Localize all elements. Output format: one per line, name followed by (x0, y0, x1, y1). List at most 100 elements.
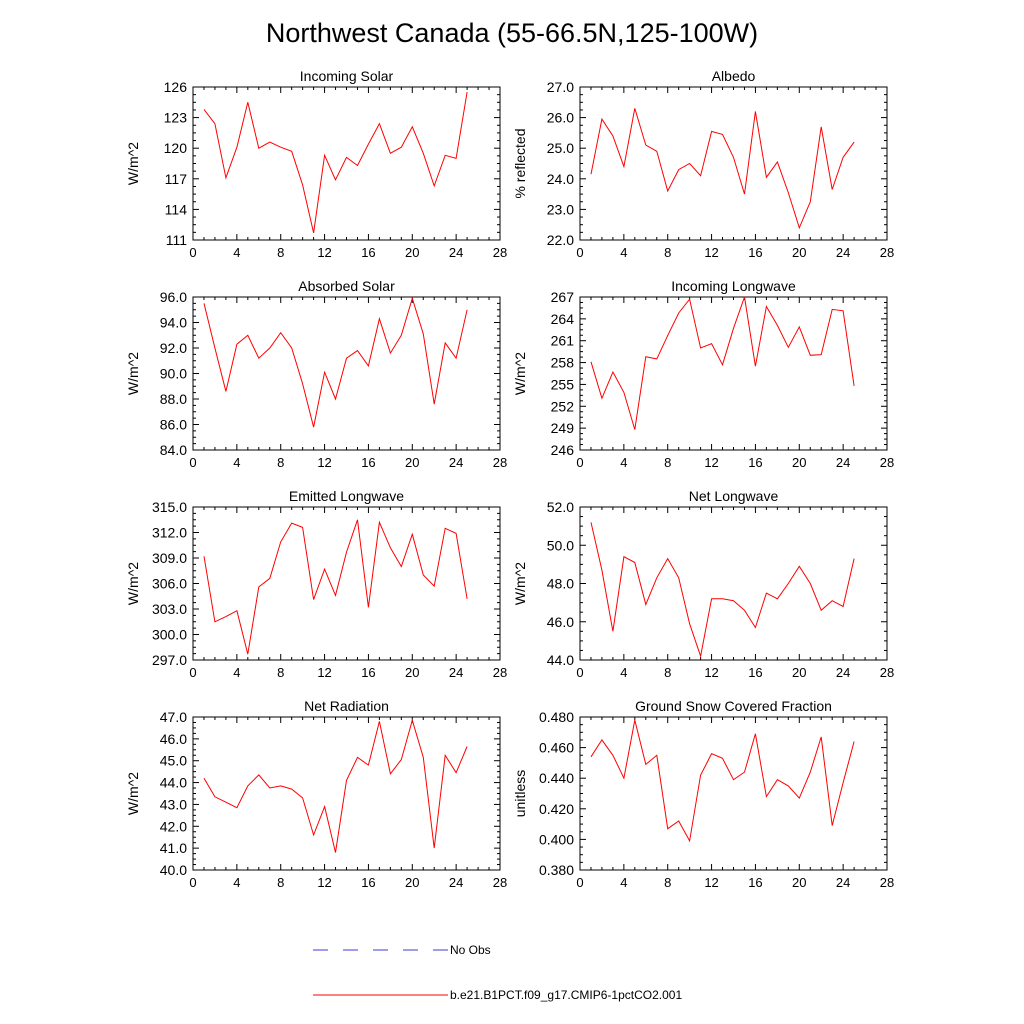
series-line-0 (203, 92, 468, 234)
panel-title: Incoming Longwave (671, 278, 796, 294)
x-tick-label: 12 (704, 875, 718, 890)
figure-title: Northwest Canada (55-66.5N,125-100W) (266, 18, 758, 48)
x-tick-label: 0 (189, 245, 196, 260)
x-tick-label: 4 (233, 665, 240, 680)
x-tick-label: 0 (576, 455, 583, 470)
y-tick-label: 312.0 (152, 525, 187, 541)
chart-panel-1: Albedo % reflected 0 4 8 12 16 20 24 28 22.0 23.0 24… (512, 68, 894, 260)
y-tick-label: 246 (551, 442, 575, 458)
y-tick-label: 126 (164, 79, 188, 95)
x-tick-label: 20 (792, 875, 806, 890)
y-tick-label: 26.0 (547, 110, 574, 126)
x-tick-label: 28 (493, 455, 507, 470)
y-tick-label: 297.0 (152, 652, 187, 668)
plot-frame (192, 716, 501, 871)
y-tick-label: 45.0 (160, 753, 187, 769)
y-tick-label: 86.0 (160, 417, 187, 433)
x-tick-label: 8 (664, 665, 671, 680)
x-tick-label: 20 (792, 245, 806, 260)
x-tick-label: 28 (880, 455, 894, 470)
y-tick-label: 23.0 (547, 201, 574, 217)
y-tick-label: 0.380 (539, 862, 574, 878)
x-tick-label: 20 (405, 875, 419, 890)
y-axis-label: W/m^2 (125, 142, 141, 185)
y-axis-label: unitless (512, 770, 528, 817)
x-tick-label: 8 (664, 455, 671, 470)
plot-frame (192, 506, 501, 661)
y-tick-label: 90.0 (160, 366, 187, 382)
x-tick-label: 8 (664, 875, 671, 890)
x-tick-label: 0 (576, 875, 583, 890)
y-tick-label: 24.0 (547, 171, 574, 187)
y-tick-label: 300.0 (152, 627, 187, 643)
plot-frame (579, 296, 888, 451)
y-tick-label: 264 (551, 311, 575, 327)
series-line-0 (203, 718, 468, 853)
y-tick-label: 0.460 (539, 740, 574, 756)
panel-title: Emitted Longwave (289, 488, 404, 504)
y-tick-label: 0.400 (539, 831, 574, 847)
plot-frame (192, 296, 501, 451)
plot-frame (579, 716, 888, 871)
x-tick-label: 20 (405, 665, 419, 680)
x-tick-label: 8 (664, 245, 671, 260)
x-tick-label: 28 (880, 665, 894, 680)
x-tick-label: 16 (361, 245, 375, 260)
x-tick-label: 4 (233, 245, 240, 260)
x-tick-label: 24 (836, 875, 850, 890)
x-tick-label: 4 (233, 455, 240, 470)
y-tick-label: 46.0 (547, 614, 574, 630)
panel-title: Net Radiation (304, 698, 389, 714)
plot-frame (192, 86, 501, 241)
y-tick-label: 123 (164, 110, 188, 126)
series-line-0 (590, 522, 855, 659)
chart-panels: Incoming Solar W/m^2 0 4 8 12 16 20 24 28 111 114 11… (125, 68, 894, 890)
chart-panel-0: Incoming Solar W/m^2 0 4 8 12 16 20 24 28 111 114 11… (125, 68, 507, 260)
x-tick-label: 28 (880, 875, 894, 890)
y-tick-label: 309.0 (152, 550, 187, 566)
legend: No Obs b.e21.B1PCT.f09_g17.CMIP6-1pctCO2… (313, 943, 682, 1002)
y-axis-label: % reflected (512, 128, 528, 198)
y-tick-label: 252 (551, 398, 575, 414)
x-tick-label: 20 (792, 665, 806, 680)
series-line-0 (203, 296, 468, 428)
x-tick-label: 4 (620, 665, 627, 680)
x-tick-label: 28 (493, 875, 507, 890)
y-tick-label: 94.0 (160, 315, 187, 331)
y-tick-label: 117 (165, 171, 188, 187)
x-tick-label: 12 (317, 875, 331, 890)
chart-panel-3: Incoming Longwave W/m^2 0 4 8 12 16 20 24 28 246 24… (512, 278, 894, 470)
y-tick-label: 44.0 (547, 652, 574, 668)
y-axis-label: W/m^2 (125, 562, 141, 605)
y-tick-label: 42.0 (160, 818, 187, 834)
chart-panel-5: Net Longwave W/m^2 0 4 8 12 16 20 24 28 44.0 46.0 48… (512, 488, 894, 680)
y-tick-label: 44.0 (160, 775, 187, 791)
y-tick-label: 249 (551, 420, 575, 436)
x-tick-label: 28 (493, 665, 507, 680)
y-axis-label: W/m^2 (125, 352, 141, 395)
x-tick-label: 24 (449, 455, 463, 470)
x-tick-label: 8 (277, 665, 284, 680)
series-line-0 (590, 296, 855, 430)
x-tick-label: 12 (704, 455, 718, 470)
y-tick-label: 0.480 (539, 709, 574, 725)
x-tick-label: 4 (620, 455, 627, 470)
x-tick-label: 20 (792, 455, 806, 470)
x-tick-label: 4 (620, 875, 627, 890)
x-tick-label: 24 (449, 875, 463, 890)
x-tick-label: 16 (748, 455, 762, 470)
x-tick-label: 12 (704, 665, 718, 680)
y-tick-label: 258 (551, 355, 575, 371)
x-tick-label: 24 (836, 455, 850, 470)
y-tick-label: 306.0 (152, 576, 187, 592)
series-line-0 (590, 108, 855, 230)
chart-panel-4: Emitted Longwave W/m^2 0 4 8 12 16 20 24 28 297.0 3… (125, 488, 507, 680)
x-tick-label: 8 (277, 245, 284, 260)
x-tick-label: 4 (233, 875, 240, 890)
legend-label-no-obs: No Obs (450, 943, 491, 957)
x-tick-label: 28 (880, 245, 894, 260)
x-tick-label: 24 (836, 245, 850, 260)
x-tick-label: 16 (748, 875, 762, 890)
y-tick-label: 40.0 (160, 862, 187, 878)
